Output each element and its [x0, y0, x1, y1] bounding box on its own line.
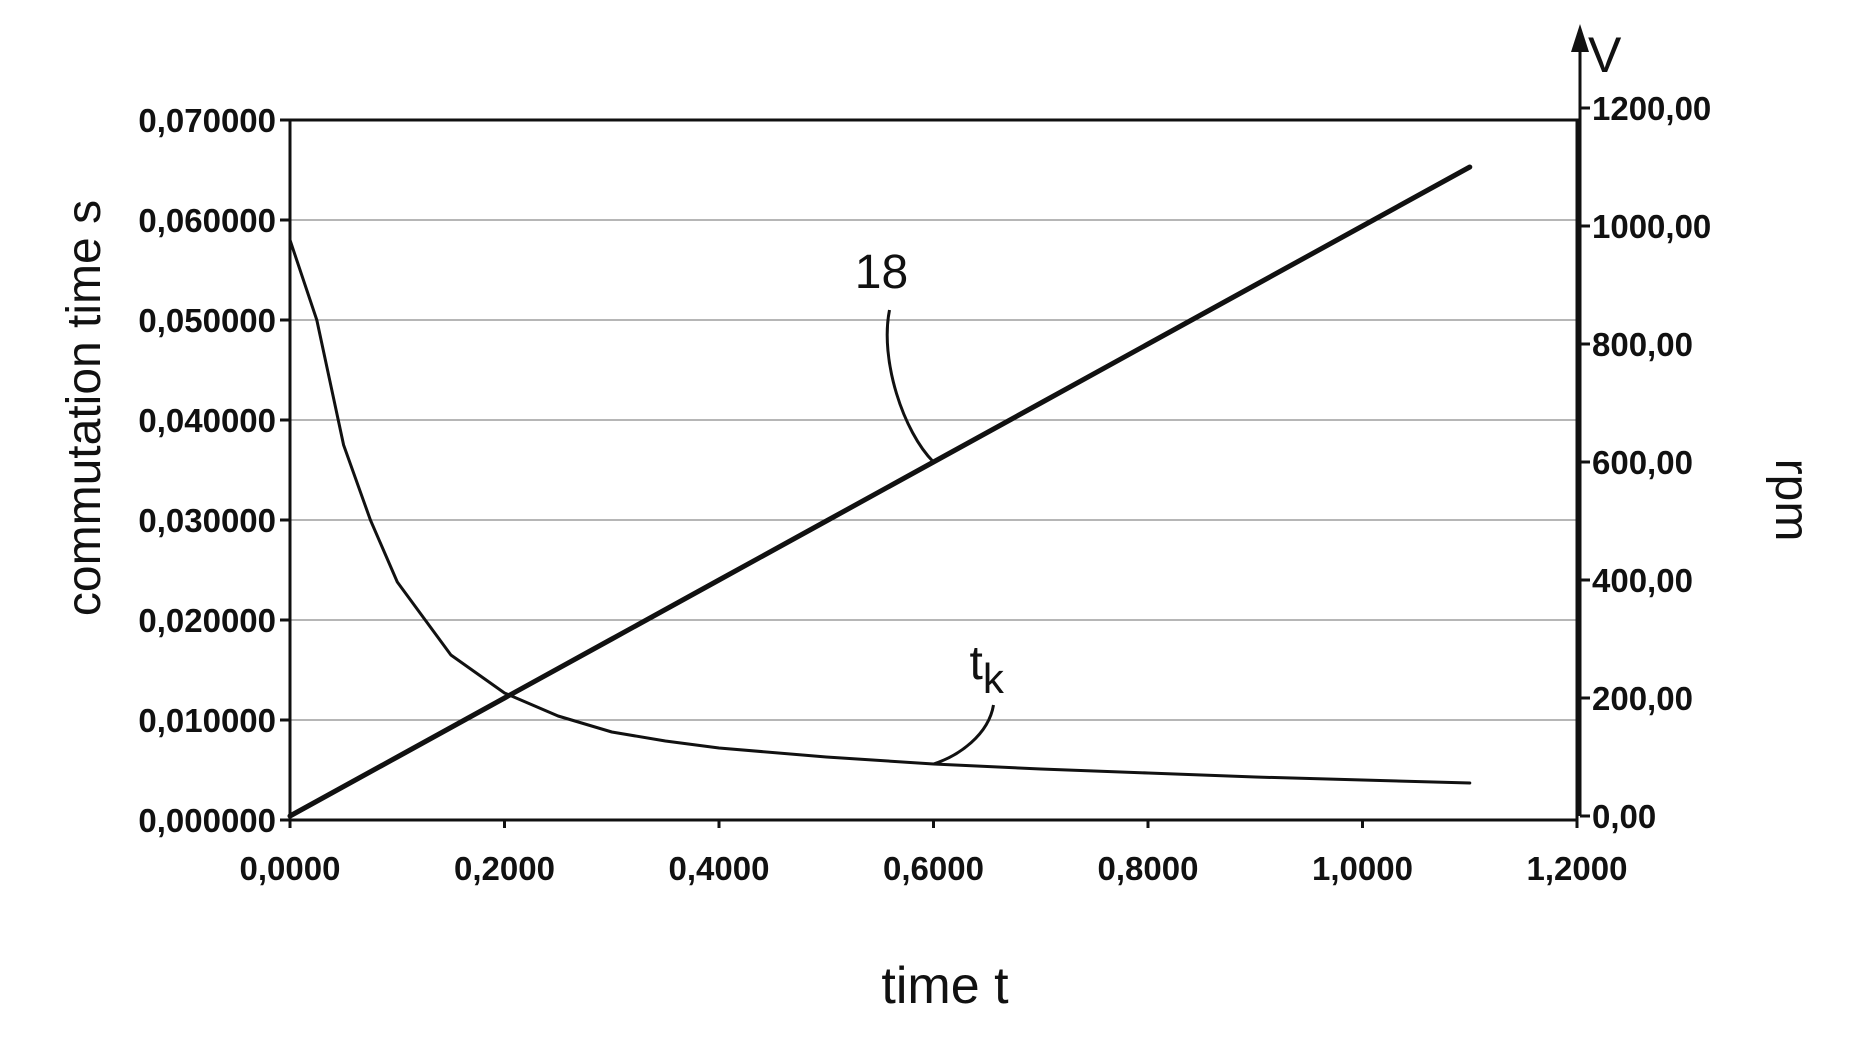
annotation-leader-tk — [934, 705, 994, 764]
plot-frame — [290, 120, 1577, 820]
y-right-tick-label: 400,00 — [1592, 562, 1693, 599]
x-tick-label: 0,8000 — [1098, 850, 1199, 887]
y-right-tick-label: 600,00 — [1592, 444, 1693, 481]
y-right-tick-label: 0,00 — [1592, 798, 1656, 835]
annotations: 18 tk — [855, 246, 1005, 764]
x-tick-label: 0,4000 — [669, 850, 770, 887]
right-axis-symbol: V — [1588, 27, 1622, 83]
annotation-label-tk-sub: k — [983, 655, 1005, 702]
x-tick-label: 0,2000 — [454, 850, 555, 887]
y-left-tick-label: 0,000000 — [138, 802, 276, 839]
x-tick-label: 1,2000 — [1527, 850, 1628, 887]
y-left-tick-label: 0,020000 — [138, 602, 276, 639]
y-right-tick-label: 800,00 — [1592, 326, 1693, 363]
x-tick-label: 0,0000 — [240, 850, 341, 887]
y-left-tick-label: 0,070000 — [138, 102, 276, 139]
series-line-2 — [290, 240, 1470, 783]
right-axis-arrow — [1571, 24, 1589, 52]
axes — [280, 24, 1590, 828]
x-tick-label: 1,0000 — [1312, 850, 1413, 887]
y-left-tick-label: 0,050000 — [138, 302, 276, 339]
x-tick-label: 0,6000 — [883, 850, 984, 887]
annotation-leader-18 — [887, 310, 933, 462]
y-axis-left-title: commutation time s — [58, 200, 111, 616]
annotation-label-tk-main: t — [970, 637, 983, 690]
y-right-tick-label: 1200,00 — [1592, 90, 1711, 127]
y-left-tick-label: 0,060000 — [138, 202, 276, 239]
annotation-label-18: 18 — [855, 246, 908, 299]
y-axis-right-title: rpm — [1765, 459, 1818, 542]
y-left-tick-label: 0,040000 — [138, 402, 276, 439]
annotation-label-tk: tk — [970, 637, 1005, 702]
y-left-tick-label: 0,030000 — [138, 502, 276, 539]
gridlines — [290, 120, 1577, 720]
x-axis-title: time t — [881, 957, 1009, 1015]
y-right-tick-label: 200,00 — [1592, 680, 1693, 717]
y-right-tick-label: 1000,00 — [1592, 208, 1711, 245]
y-left-tick-label: 0,010000 — [138, 702, 276, 739]
